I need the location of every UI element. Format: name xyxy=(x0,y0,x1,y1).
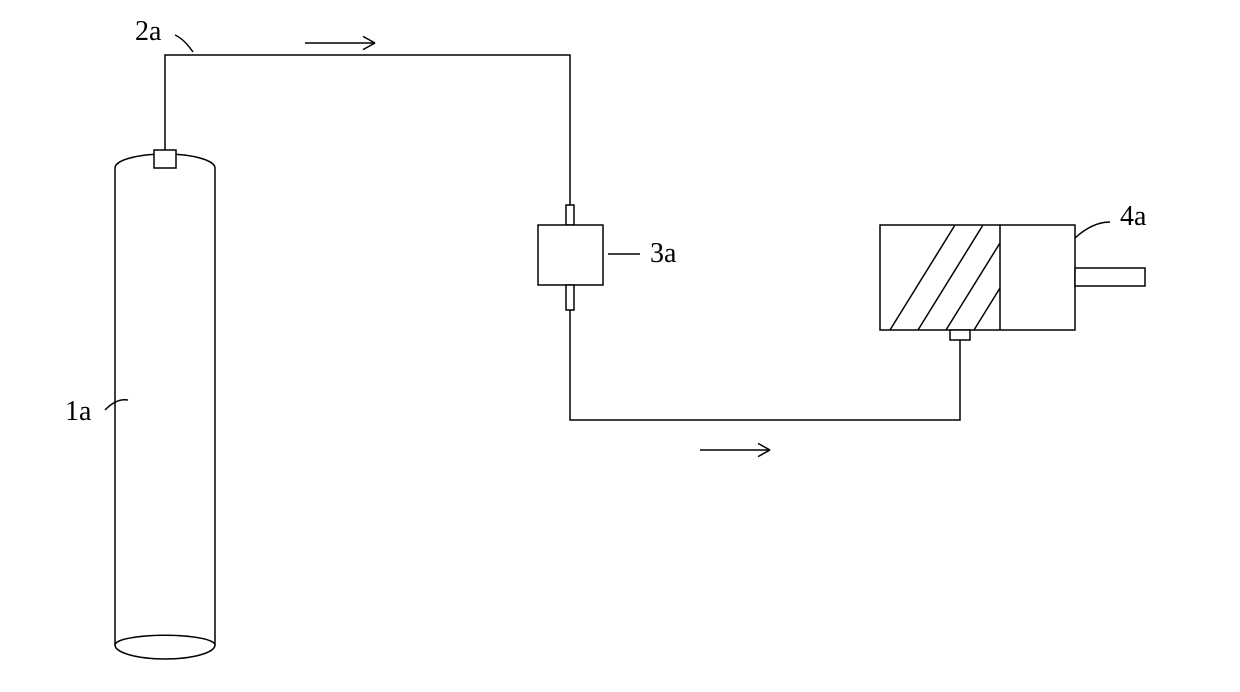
actuator-block xyxy=(880,225,1145,340)
pipe-upper xyxy=(165,55,570,205)
actuator-label: 4a xyxy=(1120,201,1147,232)
filter-block xyxy=(538,205,603,310)
flow-arrow-1 xyxy=(305,36,375,49)
pipe-label: 2a xyxy=(135,16,162,47)
flow-arrow-2 xyxy=(700,443,770,456)
filter-label: 3a xyxy=(650,238,677,269)
gas-cylinder xyxy=(115,150,215,659)
cylinder-label: 1a xyxy=(65,396,92,427)
